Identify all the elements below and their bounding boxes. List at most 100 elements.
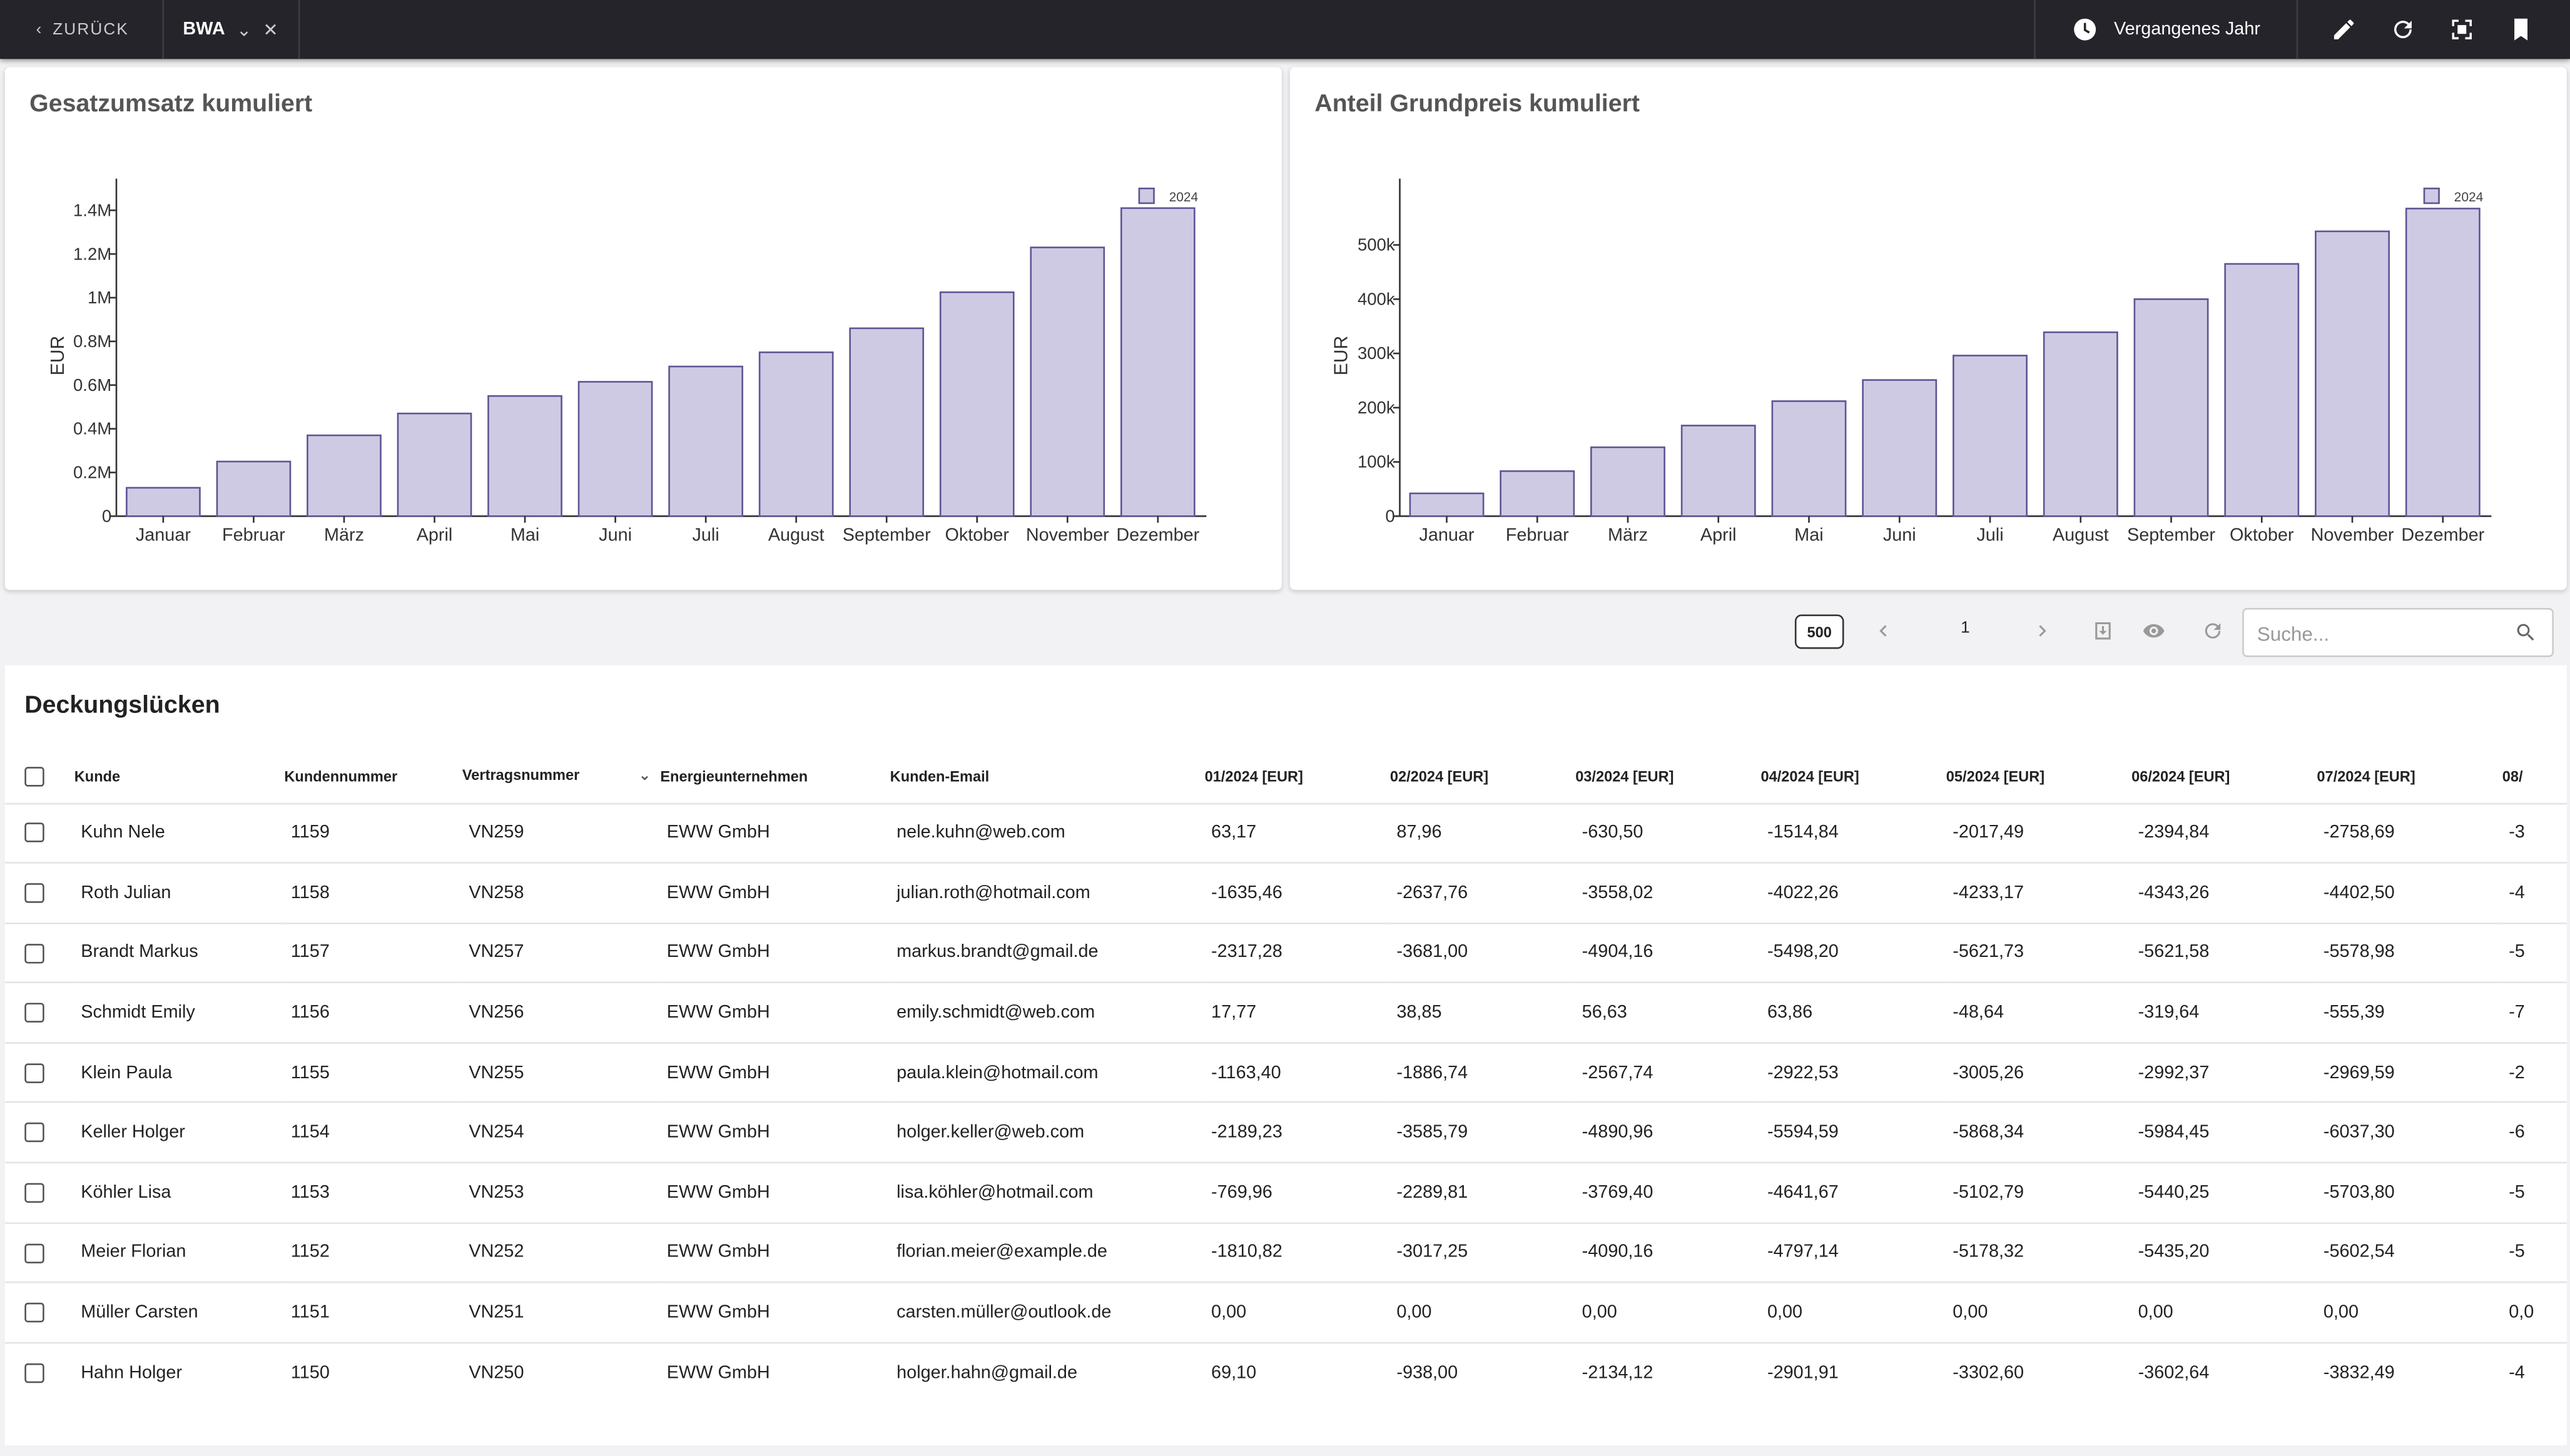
table-row[interactable]: Brandt Markus 1157 VN257 EWW GmbH markus.bra… <box>4 922 2567 983</box>
row-checkbox[interactable] <box>24 823 44 843</box>
column-header[interactable]: 07/2024 [EUR] <box>2317 751 2502 803</box>
table-row[interactable]: Schmidt Emily 1156 VN256 EWW GmbH emily.schm… <box>4 982 2567 1043</box>
legend-swatch <box>1138 187 1155 205</box>
table-cell: julian.roth@hotmail.com <box>890 862 1205 923</box>
bar <box>1680 425 1756 517</box>
table-cell: lisa.köhler@hotmail.com <box>890 1161 1205 1223</box>
close-icon[interactable]: ✕ <box>263 20 278 41</box>
column-header[interactable]: 05/2024 [EUR] <box>1946 751 2131 803</box>
bar <box>1409 492 1485 517</box>
row-checkbox-cell <box>4 1042 74 1103</box>
row-checkbox-cell <box>4 802 74 863</box>
bar-chart-umsatz: 0 0.2M 0.4M 0.6M 0.8M 1M 1.2M 1.4M EUR Januar Febr… <box>48 178 1207 545</box>
page-size-select[interactable]: 500 <box>1794 614 1844 649</box>
column-header[interactable]: 01/2024 [EUR] <box>1205 751 1390 803</box>
x-tick-label: August <box>2053 525 2109 545</box>
sort-chevron-icon[interactable]: ⌄ <box>638 767 651 784</box>
table-cell: VN252 <box>462 1221 661 1283</box>
table-cell: -4022,26 <box>1760 862 1946 923</box>
column-header[interactable]: 03/2024 [EUR] <box>1575 751 1760 803</box>
table-cell: -2901,91 <box>1760 1342 1946 1403</box>
y-tick-label: 0 <box>1385 506 1394 525</box>
column-header[interactable]: 08/ <box>2502 751 2567 803</box>
column-header[interactable]: 06/2024 [EUR] <box>2131 751 2317 803</box>
row-checkbox[interactable] <box>24 1063 44 1083</box>
table-row[interactable]: Kuhn Nele 1159 VN259 EWW GmbH nele.kuhn@web.… <box>4 802 2567 863</box>
table-row[interactable]: Müller Carsten 1151 VN251 EWW GmbH carsten.m… <box>4 1282 2567 1343</box>
x-tick-label: April <box>1700 525 1737 545</box>
column-header[interactable]: Energieunternehmen <box>660 751 890 803</box>
next-page-button[interactable] <box>2026 614 2058 647</box>
table-header-row: Kunde Kundennummer Vertragsnummer ⌄ Energieu… <box>5 751 2567 803</box>
bookmark-button[interactable] <box>2491 0 2550 59</box>
time-range-selector[interactable]: Vergangenes Jahr <box>2035 0 2296 59</box>
table-cell: EWW GmbH <box>660 1101 890 1163</box>
table-row[interactable]: Meier Florian 1152 VN252 EWW GmbH florian.me… <box>4 1221 2567 1283</box>
table-cell: -2289,81 <box>1389 1161 1576 1223</box>
table-cell: -4890,96 <box>1575 1101 1761 1163</box>
table-cell: -938,00 <box>1389 1342 1576 1403</box>
column-header[interactable]: Kundennummer <box>284 751 462 803</box>
row-checkbox[interactable] <box>24 1243 44 1263</box>
table-row[interactable]: Köhler Lisa 1153 VN253 EWW GmbH lisa.köhler@… <box>4 1161 2567 1223</box>
row-checkbox[interactable] <box>24 883 44 903</box>
column-header[interactable]: 02/2024 [EUR] <box>1390 751 1575 803</box>
table-cell: paula.klein@hotmail.com <box>890 1042 1205 1103</box>
table-row[interactable]: Klein Paula 1155 VN255 EWW GmbH paula.klein@… <box>4 1042 2567 1103</box>
export-button[interactable] <box>2086 614 2119 647</box>
table-cell: 63,86 <box>1760 982 1946 1043</box>
table-cell: Kuhn Nele <box>74 802 285 863</box>
column-header-label: Kunden-Email <box>890 768 990 785</box>
table-cell: VN253 <box>462 1161 661 1223</box>
refresh-button[interactable] <box>2374 0 2432 59</box>
row-checkbox[interactable] <box>24 1123 44 1143</box>
bar <box>1862 379 1938 517</box>
visibility-button[interactable] <box>2137 614 2170 647</box>
table-cell: -2134,12 <box>1575 1342 1761 1403</box>
bar <box>1120 207 1196 517</box>
y-tick-label: 0 <box>102 506 111 525</box>
chevron-down-icon[interactable]: ⌄ <box>236 20 252 41</box>
row-checkbox[interactable] <box>24 1003 44 1023</box>
bar <box>1030 246 1105 517</box>
table-cell: VN259 <box>462 802 661 863</box>
select-all-checkbox[interactable] <box>24 766 44 786</box>
table-row[interactable]: Keller Holger 1154 VN254 EWW GmbH holger.kel… <box>4 1101 2567 1163</box>
fullscreen-button[interactable] <box>2432 0 2491 59</box>
bar <box>2315 230 2390 517</box>
row-checkbox[interactable] <box>24 1363 44 1383</box>
row-checkbox[interactable] <box>24 1183 44 1203</box>
column-header[interactable]: Kunde <box>74 751 285 803</box>
y-tick-label: 100k <box>1358 452 1395 472</box>
fullscreen-icon <box>2452 19 2472 39</box>
column-header[interactable]: Vertragsnummer ⌄ <box>462 751 660 803</box>
back-button[interactable]: ‹ ZURÜCK <box>0 0 161 59</box>
table-cell: holger.hahn@gmail.de <box>890 1342 1205 1403</box>
chart-card-umsatz: Gesatzumsatz kumuliert 0 0.2M 0.4M 0.6M 0.8M… <box>4 67 1282 590</box>
chevron-left-icon <box>1879 625 1887 637</box>
column-header-label: 07/2024 [EUR] <box>2317 768 2415 785</box>
search-icon[interactable] <box>2514 621 2537 644</box>
x-tick-label: Juni <box>599 525 632 545</box>
row-checkbox-cell <box>4 862 74 923</box>
bar <box>1771 400 1847 517</box>
row-checkbox[interactable] <box>24 943 44 963</box>
table-row[interactable]: Hahn Holger 1150 VN250 EWW GmbH holger.hahn@… <box>4 1342 2567 1403</box>
table-cell: -3558,02 <box>1575 862 1761 923</box>
column-header-label: 01/2024 [EUR] <box>1204 768 1303 785</box>
table-row[interactable]: Roth Julian 1158 VN258 EWW GmbH julian.roth@… <box>4 862 2567 923</box>
tab-bwa[interactable]: BWA ⌄ ✕ <box>163 0 298 59</box>
x-tick-label: September <box>843 525 931 545</box>
reload-table-button[interactable] <box>2197 614 2229 647</box>
row-checkbox[interactable] <box>24 1303 44 1323</box>
search-input[interactable] <box>2257 619 2503 649</box>
column-header[interactable]: 04/2024 [EUR] <box>1760 751 1946 803</box>
row-checkbox-cell <box>4 1221 74 1283</box>
table-cell: -2969,59 <box>2317 1042 2502 1103</box>
column-header[interactable]: Kunden-Email <box>890 751 1205 803</box>
previous-page-button[interactable] <box>1867 614 1899 647</box>
edit-button[interactable] <box>2314 0 2373 59</box>
column-header-label: Kunde <box>74 768 121 785</box>
x-tick-label: November <box>1026 525 1109 545</box>
column-header-label: Kundennummer <box>284 768 398 785</box>
